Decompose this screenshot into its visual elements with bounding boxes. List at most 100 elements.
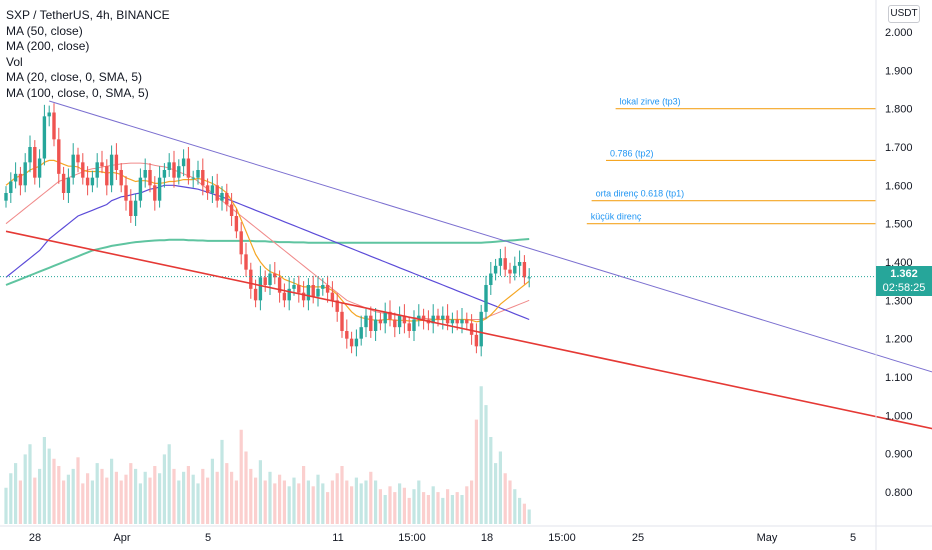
- x-tick-label: 25: [632, 532, 644, 544]
- candle-body: [513, 265, 517, 274]
- symbol-title: SXP / TetherUS, 4h, BINANCE: [6, 8, 170, 22]
- volume-bar: [124, 474, 128, 524]
- volume-bar: [196, 483, 200, 524]
- volume-bar: [282, 480, 286, 524]
- volume-bar: [119, 480, 123, 524]
- volume-bar: [354, 477, 358, 524]
- currency-button[interactable]: USDT: [888, 5, 920, 23]
- y-tick-label: 1.300: [885, 295, 913, 307]
- candle-body: [489, 273, 493, 285]
- volume-bar: [76, 457, 80, 524]
- volume-bar: [258, 460, 262, 524]
- candle-body: [225, 193, 229, 205]
- candle-body: [18, 173, 23, 186]
- volume-bar: [225, 463, 229, 524]
- volume-bar: [52, 458, 56, 524]
- level-label: lokal zirve (tp3): [620, 97, 681, 107]
- candle-body: [66, 177, 71, 193]
- candle-body: [167, 162, 171, 170]
- volume-bar: [110, 458, 114, 524]
- volume-bar: [287, 486, 291, 524]
- candle-body: [287, 288, 291, 301]
- candle-body: [450, 319, 455, 324]
- candle-body: [436, 315, 440, 320]
- candle-body: [210, 185, 215, 193]
- candle-body: [153, 185, 157, 201]
- volume-bar: [426, 495, 430, 524]
- x-tick-label: 28: [29, 532, 41, 544]
- candle-body: [316, 288, 320, 297]
- volume-bar: [42, 437, 46, 524]
- volume-bar: [398, 483, 402, 524]
- x-tick-label: 11: [332, 532, 343, 544]
- candle-body: [503, 258, 507, 270]
- volume-bar: [316, 474, 320, 524]
- candle-body: [441, 315, 445, 320]
- candle-body: [282, 292, 287, 301]
- y-tick-label: 1.000: [885, 410, 913, 422]
- candle-body: [129, 200, 133, 216]
- candle-body: [431, 315, 435, 324]
- chart-legend: SXP / TetherUS, 4h, BINANCE MA (50, clos…: [6, 8, 170, 101]
- volume-bar: [254, 477, 258, 524]
- volume-bar: [508, 480, 512, 524]
- descending-resistance-line: [49, 100, 932, 373]
- current-price: 1.362: [890, 268, 918, 280]
- volume-bar: [340, 466, 344, 524]
- legend-ma200: MA (200, close): [6, 39, 90, 53]
- legend-ma50: MA (50, close): [6, 23, 83, 38]
- candle-body: [215, 185, 219, 201]
- candle-body: [383, 311, 387, 324]
- candle-body: [273, 273, 277, 278]
- level-label: küçük direnç: [591, 212, 642, 222]
- candle-body: [234, 216, 239, 232]
- candle-body: [42, 116, 47, 159]
- volume-bar: [321, 483, 325, 524]
- candle-body: [378, 319, 383, 324]
- candle-body: [157, 177, 162, 201]
- candle-body: [114, 154, 119, 170]
- volume-bar: [105, 477, 109, 524]
- volume-bar: [249, 468, 253, 524]
- volume-bar: [162, 454, 166, 524]
- legend-vol-ma20: MA (20, close, 0, SMA, 5): [6, 70, 143, 84]
- volume-bar: [215, 471, 219, 524]
- volume-bar: [129, 463, 133, 524]
- volume-bar: [527, 509, 531, 524]
- x-tick-label: 15:00: [548, 532, 576, 544]
- candle-body: [162, 170, 167, 178]
- candle-body: [364, 315, 368, 328]
- trendlines: [5, 100, 932, 430]
- candle-body: [297, 285, 301, 293]
- volume-bar: [311, 486, 315, 524]
- candle-body: [335, 300, 339, 312]
- candle-body: [345, 331, 349, 339]
- candle-body: [402, 315, 407, 324]
- volume-bar: [191, 474, 195, 524]
- volume-bar: [513, 489, 517, 524]
- candle-body: [244, 254, 248, 270]
- volume-bar: [431, 486, 435, 524]
- volume-bar: [263, 480, 267, 524]
- volume-bar: [71, 468, 75, 524]
- volume-bar: [412, 489, 416, 524]
- volume-bar: [450, 495, 454, 524]
- y-tick-label: 1.600: [885, 180, 913, 192]
- volume-bar: [4, 487, 8, 524]
- volume-bar: [220, 439, 224, 524]
- volume-bar: [234, 480, 238, 524]
- volume-bar: [33, 477, 37, 524]
- volume-bar: [393, 492, 397, 524]
- level-label: orta direnç 0.618 (tp1): [596, 189, 685, 199]
- volume-bar: [9, 473, 13, 524]
- volume-bar: [498, 451, 502, 524]
- volume-bar: [388, 486, 392, 524]
- y-tick-label: 0.800: [885, 487, 913, 499]
- candle-body: [13, 173, 18, 182]
- candle-body: [321, 285, 325, 289]
- candle-body: [52, 112, 56, 140]
- volume-bar: [66, 474, 70, 524]
- candle-body: [484, 285, 488, 312]
- volume-bar: [273, 483, 277, 524]
